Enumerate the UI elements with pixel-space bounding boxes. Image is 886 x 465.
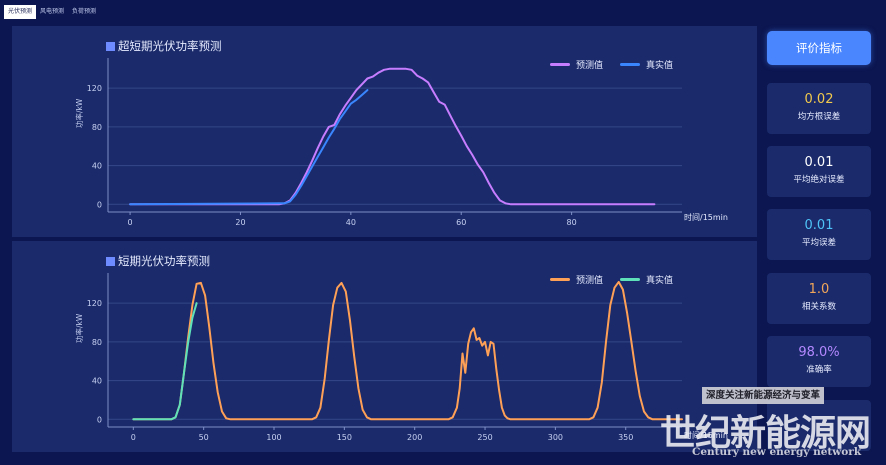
- legend-line-icon: [550, 278, 570, 281]
- watermark-english: Century new energy network: [692, 446, 862, 458]
- metric-label: 准确率: [806, 365, 832, 375]
- watermark-banner: 深度关注新能源经济与变革: [702, 387, 825, 404]
- x-tick-label: 40: [346, 218, 356, 227]
- ultra-short-term-chart: 0 40 80 120 0 20 40 60 80: [87, 58, 682, 227]
- forecast-series-line: [132, 280, 683, 421]
- metric-label: 平均绝对误差: [793, 175, 845, 185]
- legend-item-forecast[interactable]: 预测值: [550, 58, 603, 71]
- legend-label: 真实值: [646, 61, 674, 71]
- y-axis-label: 功率/kW: [75, 98, 84, 128]
- tab-pv-forecast[interactable]: 光伏预测: [4, 5, 37, 19]
- y-tick-label: 0: [97, 200, 102, 209]
- chart-title-text: 超短期光伏功率预测: [118, 39, 222, 53]
- chart-title: 短期光伏功率预测: [106, 253, 210, 269]
- legend-label: 预测值: [576, 276, 604, 286]
- x-tick-label: 100: [266, 433, 281, 442]
- metric-me-card: 0.01 平均误差: [767, 209, 871, 260]
- legend-label: 真实值: [646, 276, 674, 286]
- x-tick-label: 20: [235, 218, 245, 227]
- x-tick-label: 0: [128, 218, 133, 227]
- x-tick-label: 0: [131, 433, 136, 442]
- forecast-series-line: [129, 67, 656, 206]
- y-tick-label: 0: [97, 415, 102, 424]
- x-tick-label: 150: [337, 433, 352, 442]
- actual-series-line: [132, 302, 198, 421]
- short-term-chart-panel: 0 40 80 120 0 50 100 150 200 250 300 350 短期光伏功率预测 预…: [12, 241, 757, 452]
- metric-value: 0.01: [804, 218, 834, 233]
- metric-label: 平均误差: [801, 238, 836, 248]
- y-tick-label: 40: [92, 377, 102, 386]
- metrics-sidebar: 评价指标 0.02 均方根误差 0.01 平均绝对误差 0.01 平均误差 1.…: [767, 31, 871, 451]
- metric-value: 98.0%: [798, 345, 840, 360]
- x-tick-label: 300: [548, 433, 563, 442]
- tab-bar: 光伏预测 风电预测 负荷预测: [4, 5, 100, 19]
- tab-load-forecast[interactable]: 负荷预测: [72, 8, 97, 15]
- legend-item-actual[interactable]: 真实值: [620, 58, 673, 71]
- x-tick-label: 80: [567, 218, 577, 227]
- legend-item-forecast[interactable]: 预测值: [550, 273, 603, 286]
- legend-item-actual[interactable]: 真实值: [620, 273, 673, 286]
- x-tick-label: 350: [618, 433, 633, 442]
- legend-line-icon: [550, 63, 570, 66]
- evaluation-metrics-button[interactable]: 评价指标: [767, 31, 871, 65]
- x-tick-label: 200: [407, 433, 422, 442]
- metric-correlation-card: 1.0 相关系数: [767, 273, 871, 324]
- y-tick-label: 120: [87, 84, 102, 93]
- metric-label: 均方根误差: [797, 112, 841, 122]
- metric-label: 相关系数: [801, 302, 836, 312]
- watermark-logo-text: 世纪新能源网: [660, 412, 871, 454]
- chart-title-text: 短期光伏功率预测: [118, 254, 210, 268]
- legend-label: 预测值: [576, 61, 604, 71]
- metric-rmse-card: 0.02 均方根误差: [767, 83, 871, 134]
- metric-value: 1.0: [808, 282, 830, 297]
- x-axis-label: 时间/15min: [684, 213, 728, 222]
- metric-extra-card: [767, 400, 871, 451]
- metric-accuracy-card: 98.0% 准确率: [767, 336, 871, 387]
- tab-wind-forecast[interactable]: 风电预测: [40, 8, 65, 15]
- actual-series-line: [129, 89, 369, 206]
- y-tick-label: 80: [92, 338, 102, 347]
- x-tick-label: 50: [199, 433, 209, 442]
- legend-line-icon: [620, 278, 640, 281]
- x-tick-label: 250: [477, 433, 492, 442]
- metric-mae-card: 0.01 平均绝对误差: [767, 146, 871, 197]
- chart-title: 超短期光伏功率预测: [106, 38, 222, 54]
- short-term-chart: 0 40 80 120 0 50 100 150 200 250 300 350: [87, 273, 683, 442]
- metric-value: 0.02: [804, 92, 834, 107]
- metric-value: 0.01: [804, 155, 834, 170]
- title-marker-icon: [106, 41, 115, 51]
- x-tick-label: 60: [456, 218, 466, 227]
- y-tick-label: 80: [92, 123, 102, 132]
- title-marker-icon: [106, 256, 115, 266]
- y-axis-label: 功率/kW: [75, 313, 84, 343]
- legend-line-icon: [620, 63, 640, 66]
- ultra-short-term-chart-panel: 0 40 80 120 0 20 40 60 80 超短期光伏功率预测 预测值 真实值 功率/k…: [12, 26, 757, 237]
- y-tick-label: 120: [87, 299, 102, 308]
- x-axis-label: 时间/15min: [684, 431, 728, 440]
- y-tick-label: 40: [92, 162, 102, 171]
